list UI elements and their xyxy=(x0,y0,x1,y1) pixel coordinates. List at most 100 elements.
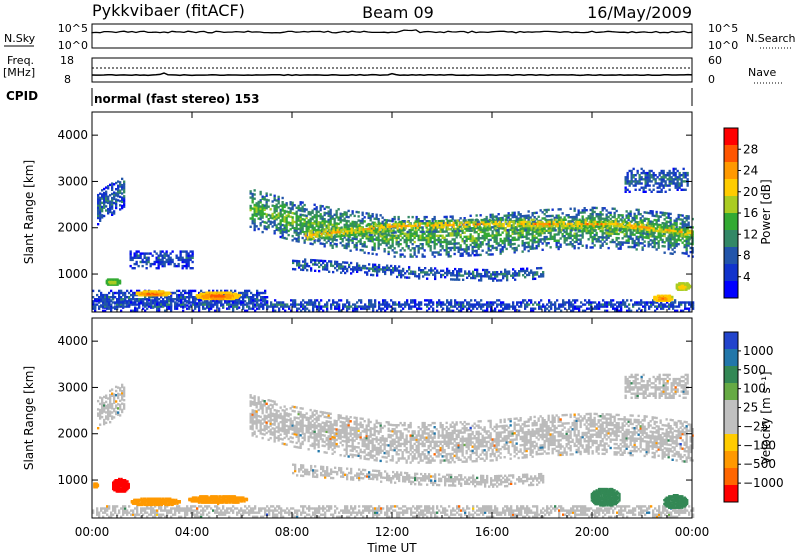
power-cell xyxy=(522,269,525,273)
power-cell xyxy=(595,213,598,216)
power-cell xyxy=(283,230,286,234)
power-cell xyxy=(585,244,588,247)
power-cell xyxy=(383,218,386,222)
power-cell xyxy=(289,211,292,214)
power-cell xyxy=(446,269,449,273)
power-cell xyxy=(346,232,349,235)
power-cell xyxy=(134,307,137,310)
power-cell xyxy=(310,303,313,306)
power-cell xyxy=(400,305,403,308)
power-cell xyxy=(361,249,364,252)
power-cell xyxy=(176,307,179,310)
power-cell xyxy=(110,296,113,299)
power-cell xyxy=(432,301,435,304)
power-cell xyxy=(115,202,118,205)
power-cell xyxy=(619,241,622,244)
power-cell xyxy=(479,230,482,234)
power-cell xyxy=(491,244,494,248)
power-cell xyxy=(327,212,330,215)
power-cell xyxy=(431,253,434,256)
power-cell xyxy=(600,220,603,224)
power-cell xyxy=(669,239,672,243)
power-cell xyxy=(641,236,644,239)
power-cell xyxy=(194,307,197,310)
power-cell xyxy=(394,267,397,270)
power-cell xyxy=(109,206,112,209)
power-cell xyxy=(419,234,422,237)
power-cell xyxy=(97,216,100,220)
power-cell xyxy=(495,217,498,220)
power-cell xyxy=(382,268,385,271)
power-cell xyxy=(375,236,378,239)
power-cell xyxy=(400,276,403,279)
power-cell xyxy=(670,225,673,228)
power-cell xyxy=(575,215,578,219)
power-cell xyxy=(283,203,286,206)
power-cell xyxy=(234,301,237,304)
power-cell xyxy=(444,271,447,275)
power-cell xyxy=(240,291,243,295)
power-cell xyxy=(238,306,241,309)
power-cell xyxy=(527,231,530,234)
power-cell xyxy=(428,269,431,272)
power-cell xyxy=(130,289,133,293)
power-cell xyxy=(507,233,510,236)
power-cell xyxy=(396,267,399,270)
power-cell xyxy=(525,241,528,245)
power-cell xyxy=(418,305,421,308)
power-cell xyxy=(181,256,184,259)
power-cell xyxy=(257,204,260,208)
power-cell xyxy=(257,211,260,214)
power-cell xyxy=(301,226,304,229)
power-cell xyxy=(581,215,584,218)
power-cell xyxy=(419,226,422,229)
power-cell xyxy=(329,208,332,212)
power-cell xyxy=(372,265,375,268)
power-cell xyxy=(579,211,582,214)
power-cell xyxy=(651,210,654,213)
power-cell xyxy=(687,223,690,226)
power-cell xyxy=(576,222,579,226)
power-cell xyxy=(118,293,121,297)
power-cell xyxy=(491,213,494,216)
power-cell xyxy=(593,217,596,220)
power-cell xyxy=(674,227,677,231)
power-cell xyxy=(398,271,401,274)
power-cell xyxy=(687,225,690,229)
power-cell xyxy=(122,305,125,308)
power-cell xyxy=(642,223,645,227)
power-cell xyxy=(528,229,531,232)
power-cell xyxy=(306,269,309,272)
power-cell xyxy=(333,221,336,225)
power-cell xyxy=(122,298,125,301)
power-cell xyxy=(669,216,672,220)
power-cell xyxy=(469,254,472,257)
power-cell xyxy=(460,274,463,277)
power-cell xyxy=(512,268,515,271)
power-cell xyxy=(118,296,121,299)
power-cell xyxy=(533,230,536,233)
power-cell xyxy=(202,307,205,310)
power-cell xyxy=(249,208,252,212)
power-cell xyxy=(252,299,255,302)
power-cell xyxy=(339,241,342,245)
power-cell xyxy=(414,305,417,308)
power-cell xyxy=(389,238,392,241)
power-cell xyxy=(461,252,464,255)
power-cell xyxy=(672,229,675,233)
power-cell xyxy=(522,222,525,226)
power-cell xyxy=(595,225,598,228)
power-cell xyxy=(499,250,502,253)
power-cell xyxy=(517,238,520,241)
power-cell xyxy=(524,305,527,308)
power-cell xyxy=(102,301,105,304)
power-cell xyxy=(359,221,362,225)
power-cell xyxy=(524,307,527,310)
power-cell xyxy=(115,198,118,201)
power-cell xyxy=(513,226,516,229)
power-cell xyxy=(248,301,251,304)
power-cell xyxy=(526,303,529,306)
power-cell xyxy=(424,299,427,302)
power-cell xyxy=(653,218,656,222)
power-cell xyxy=(375,238,378,241)
